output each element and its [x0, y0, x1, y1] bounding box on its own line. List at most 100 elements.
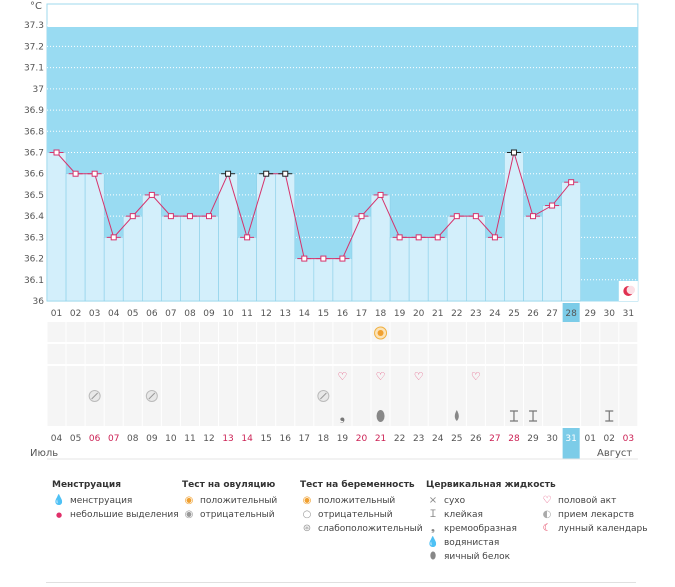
- temperature-point: [472, 213, 479, 220]
- x-tick-label: 29: [584, 309, 596, 319]
- legend-item: ◉ положительный: [182, 494, 278, 508]
- temperature-bar: [294, 258, 315, 302]
- temperature-line: [56, 150, 572, 260]
- legend-title: Тест на овуляцию: [182, 480, 276, 490]
- x-tick-label: 15: [318, 309, 329, 319]
- date-label: 02: [604, 434, 615, 444]
- legend-label: положительный: [318, 496, 396, 506]
- temperature-bar: [237, 237, 257, 302]
- x-tick-label: 03: [89, 309, 100, 319]
- date-label: 25: [451, 434, 462, 444]
- temperature-bar: [485, 237, 505, 302]
- temperature-bar: [199, 215, 219, 302]
- temperature-bar: [103, 237, 124, 302]
- x-tick-label: 26: [527, 309, 539, 319]
- temperature-point: [320, 255, 327, 262]
- heart-icon: ♡: [376, 370, 386, 383]
- date-label: 31: [565, 434, 576, 444]
- temperature-point: [53, 149, 60, 156]
- x-tick-label: 30: [604, 309, 616, 319]
- date-label: 30: [546, 434, 558, 444]
- temperature-bar: [389, 237, 410, 302]
- date-label: 20: [356, 434, 368, 444]
- date-label: 10: [165, 434, 177, 444]
- legend-label: водянистая: [444, 538, 500, 548]
- x-tick-label: 09: [203, 309, 215, 319]
- legend-item: ☾ лунный календарь: [540, 522, 648, 536]
- temperature-bar: [275, 173, 296, 302]
- legend-item: ♡ половой акт: [540, 494, 648, 508]
- legend-label: яичный белок: [444, 552, 511, 562]
- date-label: 11: [184, 434, 195, 444]
- date-label: 06: [89, 434, 101, 444]
- ovulation-positive-icon: [377, 330, 384, 336]
- temperature-bar: [256, 173, 277, 302]
- comma-icon: ❟: [431, 523, 435, 534]
- date-label: 08: [127, 434, 139, 444]
- y-tick-label: 36.3: [24, 233, 44, 243]
- divider: [46, 582, 636, 583]
- grid-row: [47, 322, 638, 342]
- temperature-bar: [561, 181, 581, 302]
- date-label: 13: [222, 434, 233, 444]
- heart-icon: ♡: [471, 370, 481, 383]
- date-label: 05: [70, 434, 81, 444]
- pill-icon: ◐: [542, 509, 552, 520]
- temperature-point: [91, 170, 98, 177]
- temperature-bar: [446, 215, 467, 302]
- x-tick-label: 11: [241, 309, 252, 319]
- temperature-bar: [122, 215, 143, 302]
- x-tick-label: 04: [108, 309, 120, 319]
- y-tick-label: 37.1: [24, 64, 44, 74]
- y-tick-label: 36.4: [24, 212, 44, 222]
- temperature-point: [453, 213, 460, 220]
- x-tick-label: 06: [146, 309, 158, 319]
- x-tick-label: 25: [508, 309, 519, 319]
- legend-label: положительный: [200, 496, 278, 506]
- x-tick-label: 20: [413, 309, 425, 319]
- drop-icon: 💧: [52, 495, 66, 506]
- y-tick-label: 36.6: [24, 170, 44, 180]
- i-beam-icon: Ｉ: [428, 509, 438, 520]
- temperature-bar: [313, 258, 334, 302]
- x-tick-label: 02: [70, 309, 81, 319]
- legend-label: лунный календарь: [558, 524, 648, 534]
- x-tick-label: 12: [260, 309, 271, 319]
- temperature-bar: [427, 237, 448, 302]
- grid-row: [47, 406, 638, 426]
- sun-circle-icon: ◉: [184, 495, 194, 506]
- temperature-bar: [408, 237, 429, 302]
- temperature-point: [549, 202, 556, 209]
- temperature-bar: [180, 215, 200, 302]
- legend-title: Тест на беременность: [300, 480, 415, 490]
- temperature-bar: [351, 215, 372, 302]
- month-label-august: Август: [597, 448, 632, 459]
- date-label: 07: [108, 434, 119, 444]
- legend-label: сухо: [444, 496, 466, 506]
- x-tick-label: 21: [432, 309, 443, 319]
- date-label: 22: [394, 434, 405, 444]
- legend-label: клейкая: [444, 510, 483, 520]
- y-tick-label: 36.7: [24, 149, 44, 159]
- temperature-bar: [161, 215, 181, 302]
- grey-circle-icon: ○: [302, 509, 312, 520]
- i-beam-icon: [509, 410, 518, 422]
- temperature-point: [129, 213, 136, 220]
- date-label: 18: [318, 434, 330, 444]
- temperature-point: [244, 234, 251, 241]
- x-tick-label: 23: [470, 309, 481, 319]
- legend-label: слабоположительный: [318, 524, 423, 534]
- temperature-point: [510, 149, 517, 156]
- cross-icon: ×: [428, 495, 438, 506]
- legend-item: ○ отрицательный: [300, 508, 423, 522]
- temperature-point: [225, 170, 232, 177]
- legend-label: менструация: [70, 496, 133, 506]
- temperature-bar: [142, 194, 162, 302]
- legend-title: Цервикальная жидкость: [426, 480, 556, 490]
- x-tick-label: 22: [451, 309, 462, 319]
- y-tick-label: 36.1: [24, 276, 44, 286]
- pill-icon: [148, 392, 156, 400]
- moon-icon: ☾: [542, 523, 552, 534]
